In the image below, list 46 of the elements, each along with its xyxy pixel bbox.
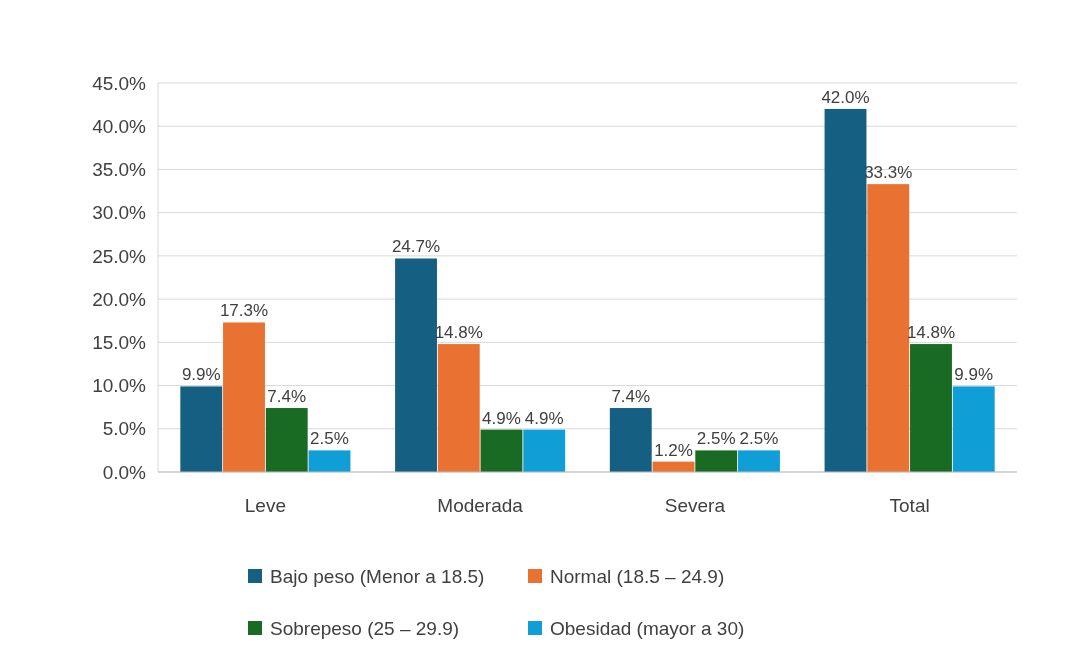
bar: [308, 450, 351, 472]
y-tick-label: 35.0%: [92, 159, 147, 181]
data-label: 42.0%: [821, 87, 870, 107]
data-label: 4.9%: [524, 408, 564, 428]
bar: [824, 108, 867, 472]
data-label: 2.5%: [310, 429, 349, 449]
bar: [265, 408, 308, 472]
legend-label: Obesidad (mayor a 30): [550, 617, 745, 639]
data-label: 17.3%: [219, 301, 269, 321]
data-label: 9.9%: [181, 365, 221, 385]
bar: [223, 322, 265, 472]
bar: [609, 408, 652, 472]
legend-label: Sobrepeso (25 – 29.9): [270, 617, 460, 639]
legend-label: Bajo peso (Menor a 18.5): [270, 565, 485, 587]
data-label: 7.4%: [267, 387, 307, 407]
bar: [910, 344, 952, 472]
bar: [480, 429, 523, 472]
data-label: 24.7%: [391, 237, 441, 257]
data-label: 9.9%: [954, 365, 994, 385]
y-tick-label: 25.0%: [92, 245, 147, 267]
data-label: 2.5%: [739, 429, 779, 449]
x-tick-label: Total: [889, 495, 930, 516]
bar: [867, 184, 910, 472]
data-label: 2.5%: [696, 429, 736, 449]
y-tick-label: 5.0%: [102, 418, 147, 440]
y-tick-label: 20.0%: [92, 288, 147, 310]
x-tick-label: Leve: [244, 495, 286, 516]
data-label: 1.2%: [654, 440, 693, 460]
bar: [180, 386, 223, 472]
data-label: 4.9%: [482, 408, 521, 428]
x-tick-label: Severa: [664, 495, 726, 516]
y-tick-label: 15.0%: [92, 331, 147, 353]
y-tick-label: 40.0%: [92, 115, 147, 137]
x-tick-label: Moderada: [437, 495, 524, 516]
bar: [523, 429, 566, 472]
data-label: 7.4%: [611, 387, 651, 407]
bar: [695, 450, 738, 472]
y-tick-label: 10.0%: [92, 375, 147, 397]
y-tick-label: 0.0%: [102, 461, 147, 483]
bar: [437, 344, 480, 472]
bar: [952, 386, 995, 472]
bar: [738, 450, 780, 472]
y-tick-label: 45.0%: [92, 72, 147, 94]
legend-label: Normal (18.5 – 24.9): [550, 565, 725, 587]
y-tick-label: 30.0%: [92, 202, 147, 224]
bar: [395, 258, 437, 472]
